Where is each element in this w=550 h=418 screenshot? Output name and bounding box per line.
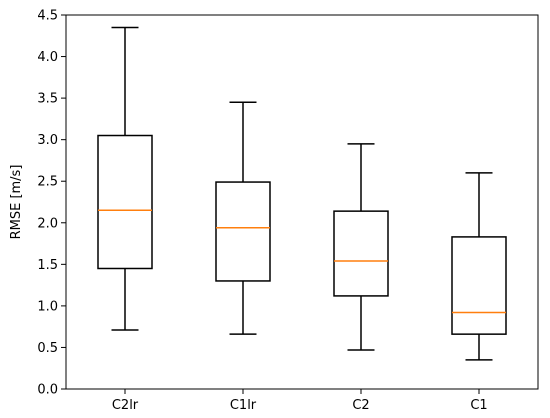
y-tick-label: 0.0 (37, 383, 58, 398)
iqr-box (333, 210, 389, 297)
y-axis-label: RMSE [m/s] (9, 165, 24, 240)
y-ticks: 0.0 0.5 1.0 1.5 2.0 2.5 3.0 3.5 4.0 4.5 (37, 9, 66, 398)
box-C1 (451, 172, 507, 361)
y-tick-label: 2.5 (37, 175, 58, 190)
x-tick-label: C1lr (230, 398, 257, 413)
y-tick-label: 4.0 (37, 50, 58, 65)
box-C2 (333, 143, 389, 351)
y-tick-label: 0.5 (37, 341, 58, 356)
y-tick-label: 4.5 (37, 9, 58, 24)
y-tick-label: 3.5 (37, 92, 58, 107)
box-C1lr (215, 101, 271, 335)
x-tick-label: C2 (352, 398, 369, 413)
iqr-box (97, 134, 153, 270)
box-C2lr (97, 26, 153, 331)
iqr-box (451, 236, 507, 335)
boxes (97, 26, 507, 361)
x-tick-label: C1 (470, 398, 487, 413)
x-ticks: C2lr C1lr C2 C1 (112, 389, 488, 413)
plot-area-frame (65, 14, 539, 390)
y-tick-label: 3.0 (37, 133, 58, 148)
y-tick-label: 2.0 (37, 216, 58, 231)
x-tick-label: C2lr (112, 398, 139, 413)
y-tick-label: 1.5 (37, 258, 58, 273)
y-tick-label: 1.0 (37, 299, 58, 314)
iqr-box (215, 181, 271, 282)
